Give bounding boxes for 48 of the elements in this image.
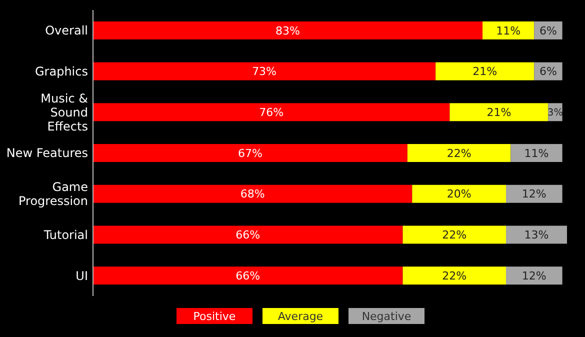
data-label: 68%: [240, 188, 265, 201]
data-label: 22%: [442, 228, 467, 242]
bar: [506, 266, 562, 285]
data-label: 22%: [446, 146, 472, 160]
data-label: 83%: [276, 24, 300, 38]
bar: [93, 103, 450, 122]
bar: [436, 62, 534, 80]
text: Negative: [362, 310, 412, 323]
y-tick-label: Graphics: [35, 64, 88, 78]
data-label: 66%: [236, 228, 260, 242]
bar: [93, 62, 436, 80]
y-tick-label: New Features: [6, 146, 88, 160]
bar: [506, 184, 562, 203]
bar: [93, 144, 408, 162]
data-label: 11%: [496, 24, 521, 38]
bar: [506, 226, 567, 244]
data-label: 12%: [522, 188, 546, 201]
y-tick-label: Tutorial: [42, 228, 88, 242]
y-tick-label: UI: [76, 268, 88, 283]
y-tick-label: Game Progression: [18, 180, 88, 208]
data-label: 73%: [252, 65, 277, 78]
data-label: 76%: [259, 106, 284, 119]
bar: [510, 144, 562, 162]
data-label: 21%: [472, 65, 498, 78]
data-label: 12%: [522, 269, 546, 282]
bar: [482, 21, 534, 40]
text: Average: [278, 310, 324, 323]
data-label: 13%: [524, 228, 549, 242]
bar: [450, 103, 548, 122]
data-label: 21%: [486, 106, 512, 119]
data-label: 66%: [236, 269, 260, 282]
data-label: 11%: [524, 146, 549, 160]
text: Positive: [193, 310, 236, 323]
bar: [93, 266, 403, 285]
bar: [93, 226, 403, 244]
y-tick-label: Music & Sound Effects: [40, 91, 88, 134]
y-tick-label: Overall: [45, 24, 88, 38]
bar: [93, 184, 412, 203]
bar: [407, 144, 511, 162]
data-label: 6%: [540, 24, 557, 38]
data-label: 20%: [446, 188, 472, 201]
data-label: 6%: [540, 65, 557, 78]
data-label: 67%: [238, 146, 262, 160]
bar: [402, 226, 506, 244]
bar: [402, 266, 506, 285]
bar: [93, 21, 483, 40]
data-label: 22%: [442, 269, 467, 282]
bar: [412, 184, 506, 203]
